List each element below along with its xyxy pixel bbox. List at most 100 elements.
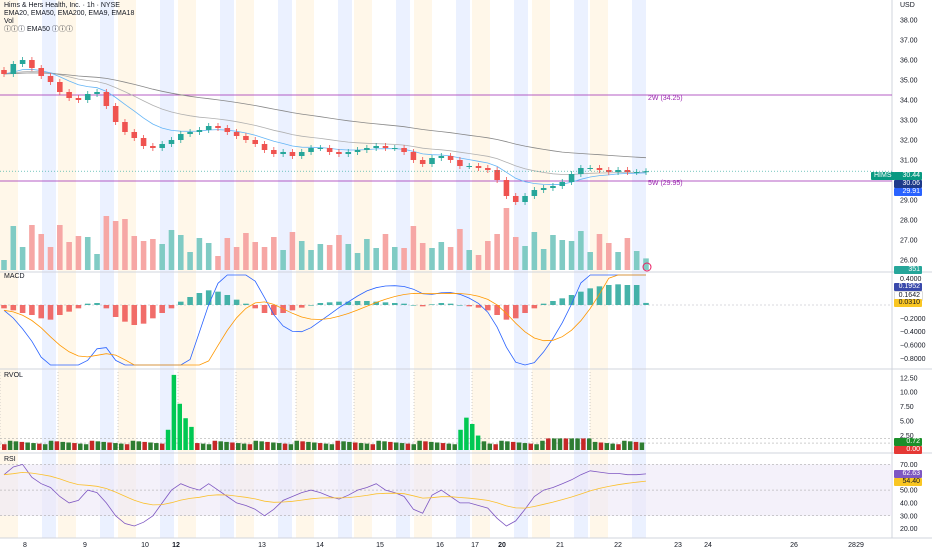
rvol-bar bbox=[604, 443, 610, 450]
rvol-bar bbox=[639, 442, 645, 450]
candle-body bbox=[317, 148, 324, 149]
volume-bar bbox=[559, 240, 566, 270]
candle-body bbox=[494, 170, 500, 180]
rsi-axis-tick: 70.00 bbox=[900, 462, 918, 469]
rvol-bar bbox=[124, 444, 130, 450]
alert-icon bbox=[642, 262, 652, 272]
candle-body bbox=[364, 148, 370, 150]
rvol-axis-tick: 12.50 bbox=[900, 375, 918, 382]
rsi-axis-tick: 40.00 bbox=[900, 500, 918, 507]
rvol-bar bbox=[282, 443, 288, 450]
macd-histogram-bar bbox=[103, 305, 110, 309]
candle-body bbox=[150, 146, 156, 148]
rsi-line bbox=[3, 471, 647, 509]
rvol-bar bbox=[411, 444, 416, 450]
rvol-bar bbox=[60, 441, 65, 450]
volume-bar bbox=[205, 243, 212, 270]
rvol-bar bbox=[627, 441, 633, 450]
macd-histogram-bar bbox=[475, 305, 482, 308]
rvol-bar bbox=[230, 442, 235, 450]
chart-title: Hims & Hers Health, Inc. · 1h · NYSE bbox=[4, 2, 120, 9]
macd-histogram-bar bbox=[559, 298, 566, 305]
macd-histogram-bar bbox=[243, 303, 249, 305]
volume-bar bbox=[84, 237, 91, 270]
candle-body bbox=[131, 132, 138, 138]
macd-histogram-bar bbox=[391, 303, 398, 305]
volume-bar bbox=[466, 250, 473, 270]
session-band-pre bbox=[0, 0, 18, 538]
candle-body bbox=[94, 92, 100, 94]
macd-histogram-bar bbox=[485, 305, 491, 311]
volume-bar bbox=[326, 245, 333, 270]
macd-histogram-bar bbox=[271, 305, 277, 315]
volume-bar bbox=[187, 252, 193, 270]
rvol-bar bbox=[446, 443, 452, 450]
rvol-bar bbox=[212, 440, 218, 450]
candle-body bbox=[280, 152, 286, 154]
price-axis-tick: 32.00 bbox=[900, 138, 918, 145]
rvol-bar bbox=[557, 438, 563, 450]
volume-bar bbox=[578, 231, 584, 270]
rvol-axis-tick: 10.00 bbox=[900, 390, 918, 397]
volume-bar bbox=[336, 235, 342, 270]
macd-histogram-bar bbox=[47, 305, 54, 320]
rvol-badge-1: 0.72 bbox=[894, 438, 922, 446]
macd-axis-tick: 0.4000 bbox=[900, 276, 922, 283]
candle-body bbox=[382, 146, 389, 148]
candle-body bbox=[410, 152, 417, 160]
volume-bar bbox=[354, 253, 361, 270]
candle-body bbox=[84, 94, 91, 100]
rvol-bar bbox=[271, 442, 276, 450]
macd-histogram-bar bbox=[605, 285, 612, 305]
macd-histogram-bar bbox=[94, 303, 100, 305]
candle-body bbox=[457, 160, 463, 166]
macd-histogram-bar bbox=[633, 285, 640, 305]
rvol-bar bbox=[487, 443, 493, 450]
rvol-bar bbox=[294, 440, 299, 450]
volume-bar bbox=[568, 241, 575, 270]
candle-body bbox=[354, 150, 361, 152]
time-axis-tick: 21 bbox=[556, 542, 564, 549]
rvol-bar bbox=[563, 438, 569, 450]
volume-bar bbox=[605, 243, 612, 270]
rvol-bar bbox=[177, 403, 182, 450]
rvol-bar bbox=[154, 443, 159, 450]
volume-bar bbox=[233, 247, 240, 270]
candle-body bbox=[122, 122, 128, 132]
volume-bar bbox=[66, 242, 72, 270]
macd-histogram-bar bbox=[215, 291, 221, 305]
volume-bar bbox=[10, 226, 17, 270]
rvol-bar bbox=[417, 440, 422, 450]
rvol-bar bbox=[253, 440, 259, 450]
macd-histogram-bar bbox=[289, 305, 296, 311]
macd-histogram-bar bbox=[438, 303, 445, 305]
price-axis-tick: 34.00 bbox=[900, 98, 918, 105]
volume-bar bbox=[503, 208, 510, 270]
candle-body bbox=[447, 156, 454, 160]
rvol-bar bbox=[48, 440, 54, 450]
rsi-axis-tick: 30.00 bbox=[900, 513, 918, 520]
macd-histogram-bar bbox=[522, 305, 528, 313]
volume-bar bbox=[280, 250, 286, 270]
rvol-axis-tick: 2.50 bbox=[900, 433, 914, 440]
volume-bar bbox=[298, 241, 305, 270]
volume-bar bbox=[75, 236, 82, 270]
rvol-bar bbox=[534, 444, 539, 450]
price-axis-tick: 38.00 bbox=[900, 18, 918, 25]
volume-bar bbox=[429, 248, 435, 270]
macd-badge-3: 0.0310 bbox=[894, 299, 922, 307]
time-axis-tick: 13 bbox=[258, 542, 266, 549]
rvol-bar bbox=[423, 441, 428, 450]
rvol-bar bbox=[200, 443, 206, 450]
volume-bar bbox=[401, 248, 407, 270]
volume-bar bbox=[373, 248, 379, 270]
candle-body bbox=[112, 106, 119, 122]
macd-histogram-bar bbox=[187, 297, 193, 305]
volume-bar bbox=[531, 232, 538, 270]
macd-histogram-bar bbox=[382, 302, 389, 305]
volume-bar bbox=[596, 234, 603, 270]
rvol-bar bbox=[19, 441, 25, 450]
volume-bar bbox=[522, 246, 528, 270]
rvol-bar bbox=[195, 443, 200, 450]
